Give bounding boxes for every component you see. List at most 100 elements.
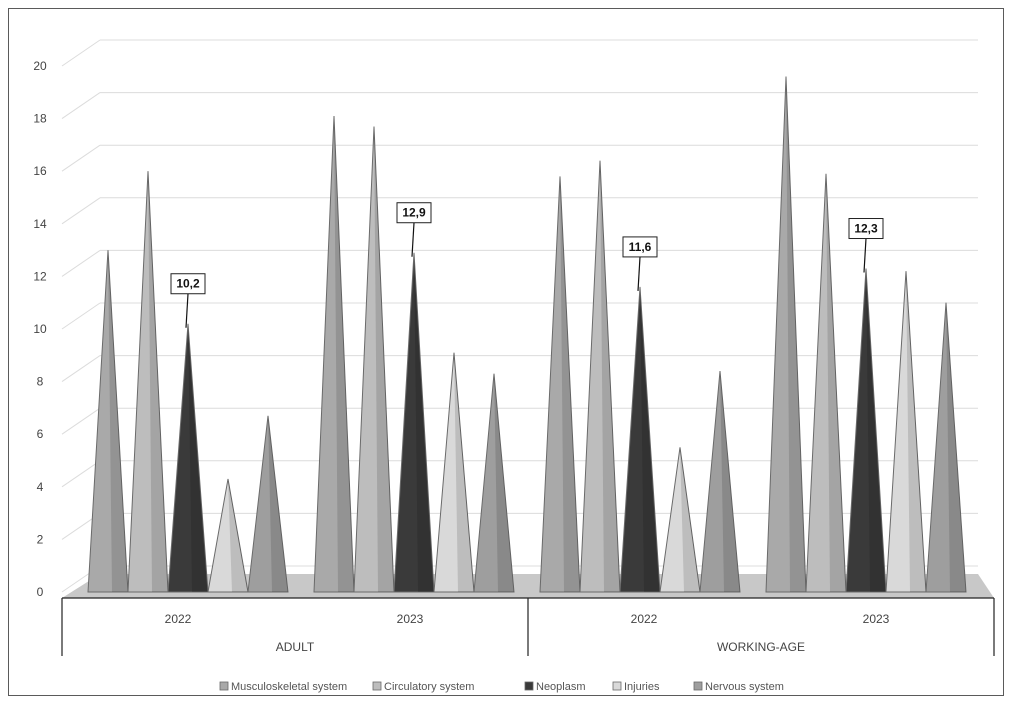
y-tick-label: 2 — [37, 532, 44, 546]
cone-4-0 — [247, 415, 289, 593]
cone-1-2 — [579, 160, 621, 593]
legend-swatch — [693, 681, 703, 691]
cone-face — [885, 271, 927, 593]
legend-item: Musculoskeletal system — [219, 681, 347, 693]
legend-item: Neoplasm — [524, 681, 586, 693]
category-label: 2022 — [631, 612, 658, 626]
cone-face — [87, 250, 129, 593]
cone-face — [805, 173, 847, 593]
cone-shade — [374, 126, 394, 593]
cone-0-2 — [539, 176, 581, 593]
data-label: 11,6 — [629, 240, 652, 254]
legend-swatch — [612, 681, 622, 691]
legend-swatch — [372, 681, 382, 691]
cone-face — [473, 373, 515, 593]
y-tick-label: 8 — [37, 375, 44, 389]
chart-floor — [62, 574, 994, 598]
cone-2-0 — [167, 323, 209, 593]
cone-face — [699, 371, 741, 593]
legend-label: Nervous system — [705, 681, 784, 693]
cone-4-3 — [925, 302, 967, 593]
cone-face — [845, 268, 887, 593]
cone-shade — [228, 478, 248, 592]
data-label-leader — [185, 293, 189, 328]
cone-3-1 — [433, 352, 475, 593]
cone-face — [207, 478, 249, 593]
cone-0-1 — [313, 115, 355, 593]
cone-shade — [906, 271, 926, 592]
cone-shade — [268, 415, 288, 592]
cone-2-2 — [619, 286, 661, 593]
cone-0-0 — [87, 250, 129, 593]
cone-4-2 — [699, 371, 741, 593]
y-tick-label: 0 — [37, 585, 44, 599]
category-label: 2023 — [397, 612, 424, 626]
gridline-diag — [61, 302, 101, 330]
gridline-diag — [61, 92, 101, 120]
cone-1-0 — [127, 171, 169, 593]
gridline-diag — [61, 197, 101, 225]
data-label-box — [396, 202, 432, 224]
cone-face — [925, 302, 967, 593]
data-label-box — [848, 218, 884, 240]
cone-shade — [786, 76, 806, 592]
y-tick-label: 14 — [33, 217, 47, 231]
legend-swatch — [524, 681, 534, 691]
data-label: 12,9 — [402, 206, 426, 220]
cone-shade — [600, 160, 620, 592]
y-tick-label: 10 — [33, 322, 47, 336]
y-tick-label: 6 — [37, 427, 44, 441]
legend-item: Nervous system — [693, 681, 784, 693]
cone-face — [353, 126, 395, 593]
gridline-diag — [61, 249, 101, 277]
category-label: 2023 — [863, 612, 890, 626]
cone-3-0 — [207, 478, 249, 593]
y-tick-label: 12 — [33, 269, 47, 283]
cone-face — [579, 160, 621, 593]
cone-3-2 — [659, 447, 701, 593]
data-label-leader — [411, 222, 415, 257]
cone-shade — [866, 268, 886, 592]
data-label-leader — [637, 256, 641, 291]
cone-face — [393, 252, 435, 593]
cone-3-3 — [885, 271, 927, 593]
cone-face — [765, 76, 807, 593]
cone-shade — [680, 447, 700, 592]
data-label-box — [170, 273, 206, 295]
cone-face — [619, 286, 661, 593]
cone-shade — [560, 176, 580, 592]
cone-shade — [826, 173, 846, 592]
gridline-diag — [61, 39, 101, 67]
cone-face — [659, 447, 701, 593]
gridline-diag — [61, 144, 101, 172]
y-tick-label: 4 — [37, 480, 44, 494]
cone-shade — [720, 371, 740, 592]
gridline-diag — [61, 355, 101, 383]
legend-label: Musculoskeletal system — [231, 681, 347, 693]
cone-face — [127, 171, 169, 593]
cone-face — [433, 352, 475, 593]
cone-face — [167, 323, 209, 593]
cone-shade — [494, 373, 514, 592]
cone-shade — [414, 252, 434, 593]
legend-swatch — [219, 681, 229, 691]
legend-label: Injuries — [624, 681, 660, 693]
category-label: 2022 — [165, 612, 192, 626]
cone-face — [247, 415, 289, 593]
data-label: 10,2 — [176, 277, 200, 291]
cone-face — [539, 176, 581, 593]
gridline-diag — [61, 460, 101, 488]
cone-4-1 — [473, 373, 515, 593]
cone-shade — [148, 171, 168, 592]
cone-1-1 — [353, 126, 395, 593]
cone-shade — [108, 250, 128, 592]
cone-shade — [334, 115, 354, 592]
y-tick-label: 20 — [33, 59, 47, 73]
legend-item: Circulatory system — [372, 681, 474, 693]
cone-shade — [640, 286, 660, 592]
group-label: ADULT — [276, 640, 315, 654]
legend-label: Circulatory system — [384, 681, 474, 693]
legend-item: Injuries — [612, 681, 660, 693]
group-label: WORKING-AGE — [717, 640, 805, 654]
